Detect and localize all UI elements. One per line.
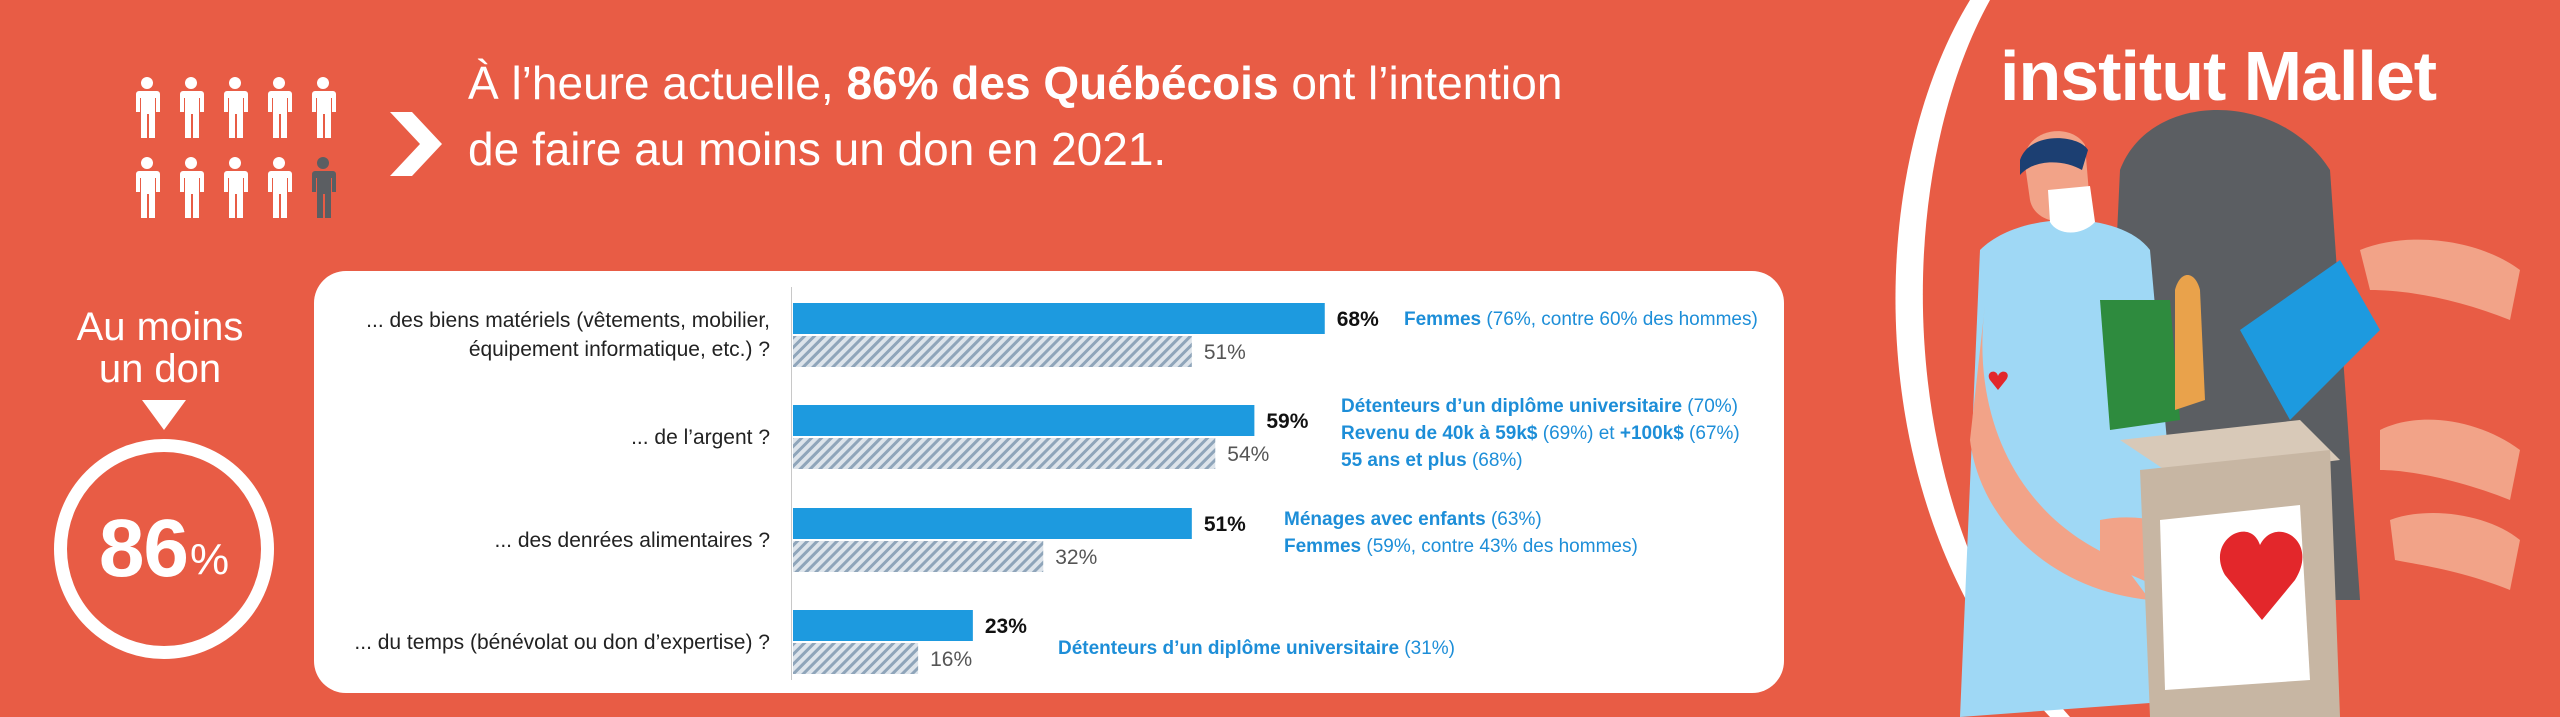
- category-label: ... des denrées alimentaires ?: [495, 526, 770, 555]
- annotation-line: Ménages avec enfants (63%): [1284, 506, 1638, 533]
- bar-current: [793, 508, 1192, 539]
- annotation-highlight: 55 ans et plus: [1341, 450, 1467, 471]
- value-label-current: 23%: [984, 615, 1027, 638]
- bar-previous: [793, 541, 1044, 572]
- category-label-line: ... des biens matériels (vêtements, mobi…: [366, 309, 770, 332]
- annotation: Détenteurs d’un diplôme universitaire (3…: [1058, 635, 1455, 662]
- category-label: ... des biens matériels (vêtements, mobi…: [366, 306, 770, 364]
- brand-logo: institut Mallet: [2000, 37, 2437, 115]
- annotation-text: (63%): [1485, 509, 1542, 530]
- value-label-previous: 51%: [1203, 341, 1246, 364]
- annotation-text: (67%): [1683, 423, 1740, 444]
- bar-current: [793, 610, 973, 641]
- annotation-highlight: +100k$: [1619, 423, 1684, 444]
- category-label: ... de l’argent ?: [631, 423, 770, 452]
- annotation-text: (76%, contre 60% des hommes): [1481, 309, 1758, 330]
- annotation-line: Détenteurs d’un diplôme universitaire (3…: [1058, 635, 1455, 662]
- annotation-text: (70%): [1682, 396, 1738, 417]
- annotation-highlight: Femmes: [1284, 536, 1362, 557]
- bar-previous: [793, 438, 1216, 469]
- big-percentage: 86%: [98, 503, 230, 594]
- category-label-line: équipement informatique, etc.) ?: [468, 338, 770, 361]
- annotation-text: (59%, contre 43% des hommes): [1361, 536, 1638, 557]
- annotation-line: Détenteurs d’un diplôme universitaire (7…: [1341, 393, 1740, 420]
- annotation-text: (68%): [1466, 450, 1523, 471]
- annotation-highlight: Détenteurs d’un diplôme universitaire: [1058, 638, 1400, 659]
- annotation: Détenteurs d’un diplôme universitaire (7…: [1341, 393, 1740, 474]
- category-label-line: ... des denrées alimentaires ?: [494, 528, 770, 552]
- annotation: Ménages avec enfants (63%) Femmes (59%, c…: [1284, 506, 1638, 560]
- annotation-line: 55 ans et plus (68%): [1341, 447, 1740, 474]
- value-label-previous: 32%: [1055, 546, 1098, 569]
- left-title: Au moins un don: [76, 305, 244, 391]
- bar-current: [793, 405, 1255, 436]
- value-label-previous: 54%: [1227, 443, 1270, 466]
- value-label-previous: 16%: [930, 648, 973, 671]
- chevron-down-icon: [142, 400, 186, 430]
- headline: À l’heure actuelle, 86% des Québécois on…: [468, 50, 1768, 182]
- annotation-highlight: Ménages avec enfants: [1284, 509, 1486, 530]
- bar-previous: [793, 336, 1192, 367]
- value-label-current: 51%: [1203, 513, 1246, 536]
- annotation-highlight: Détenteurs d’un diplôme universitaire: [1341, 396, 1683, 417]
- annotation-line: Femmes (76%, contre 60% des hommes): [1404, 306, 1758, 333]
- bar-previous: [793, 643, 919, 674]
- headline-line-1: À l’heure actuelle, 86% des Québécois on…: [468, 57, 1563, 109]
- annotation-text: (31%): [1399, 638, 1455, 659]
- annotation: Femmes (76%, contre 60% des hommes): [1404, 306, 1758, 333]
- bar-current: [793, 303, 1325, 334]
- annotation-text: (69%) et: [1537, 423, 1620, 444]
- value-label-current: 59%: [1266, 410, 1309, 433]
- annotation-highlight: Femmes: [1404, 309, 1482, 330]
- annotation-line: Femmes (59%, contre 43% des hommes): [1284, 533, 1638, 560]
- category-label-line: ... du temps (bénévolat ou don d’experti…: [354, 630, 770, 654]
- annotation-line: Revenu de 40k à 59k$ (69%) et +100k$ (67…: [1341, 420, 1740, 447]
- headline-line-2: de faire au moins un don en 2021.: [468, 123, 1167, 175]
- chart-axis-line: [791, 287, 792, 680]
- category-label-line: ... de l’argent ?: [631, 425, 770, 449]
- category-label: ... du temps (bénévolat ou don d’experti…: [354, 628, 770, 657]
- annotation-highlight: Revenu de 40k à 59k$: [1341, 423, 1538, 444]
- value-label-current: 68%: [1336, 308, 1379, 331]
- volunteer-illustration: [1895, 0, 2560, 717]
- chevron-right-icon: [390, 112, 442, 176]
